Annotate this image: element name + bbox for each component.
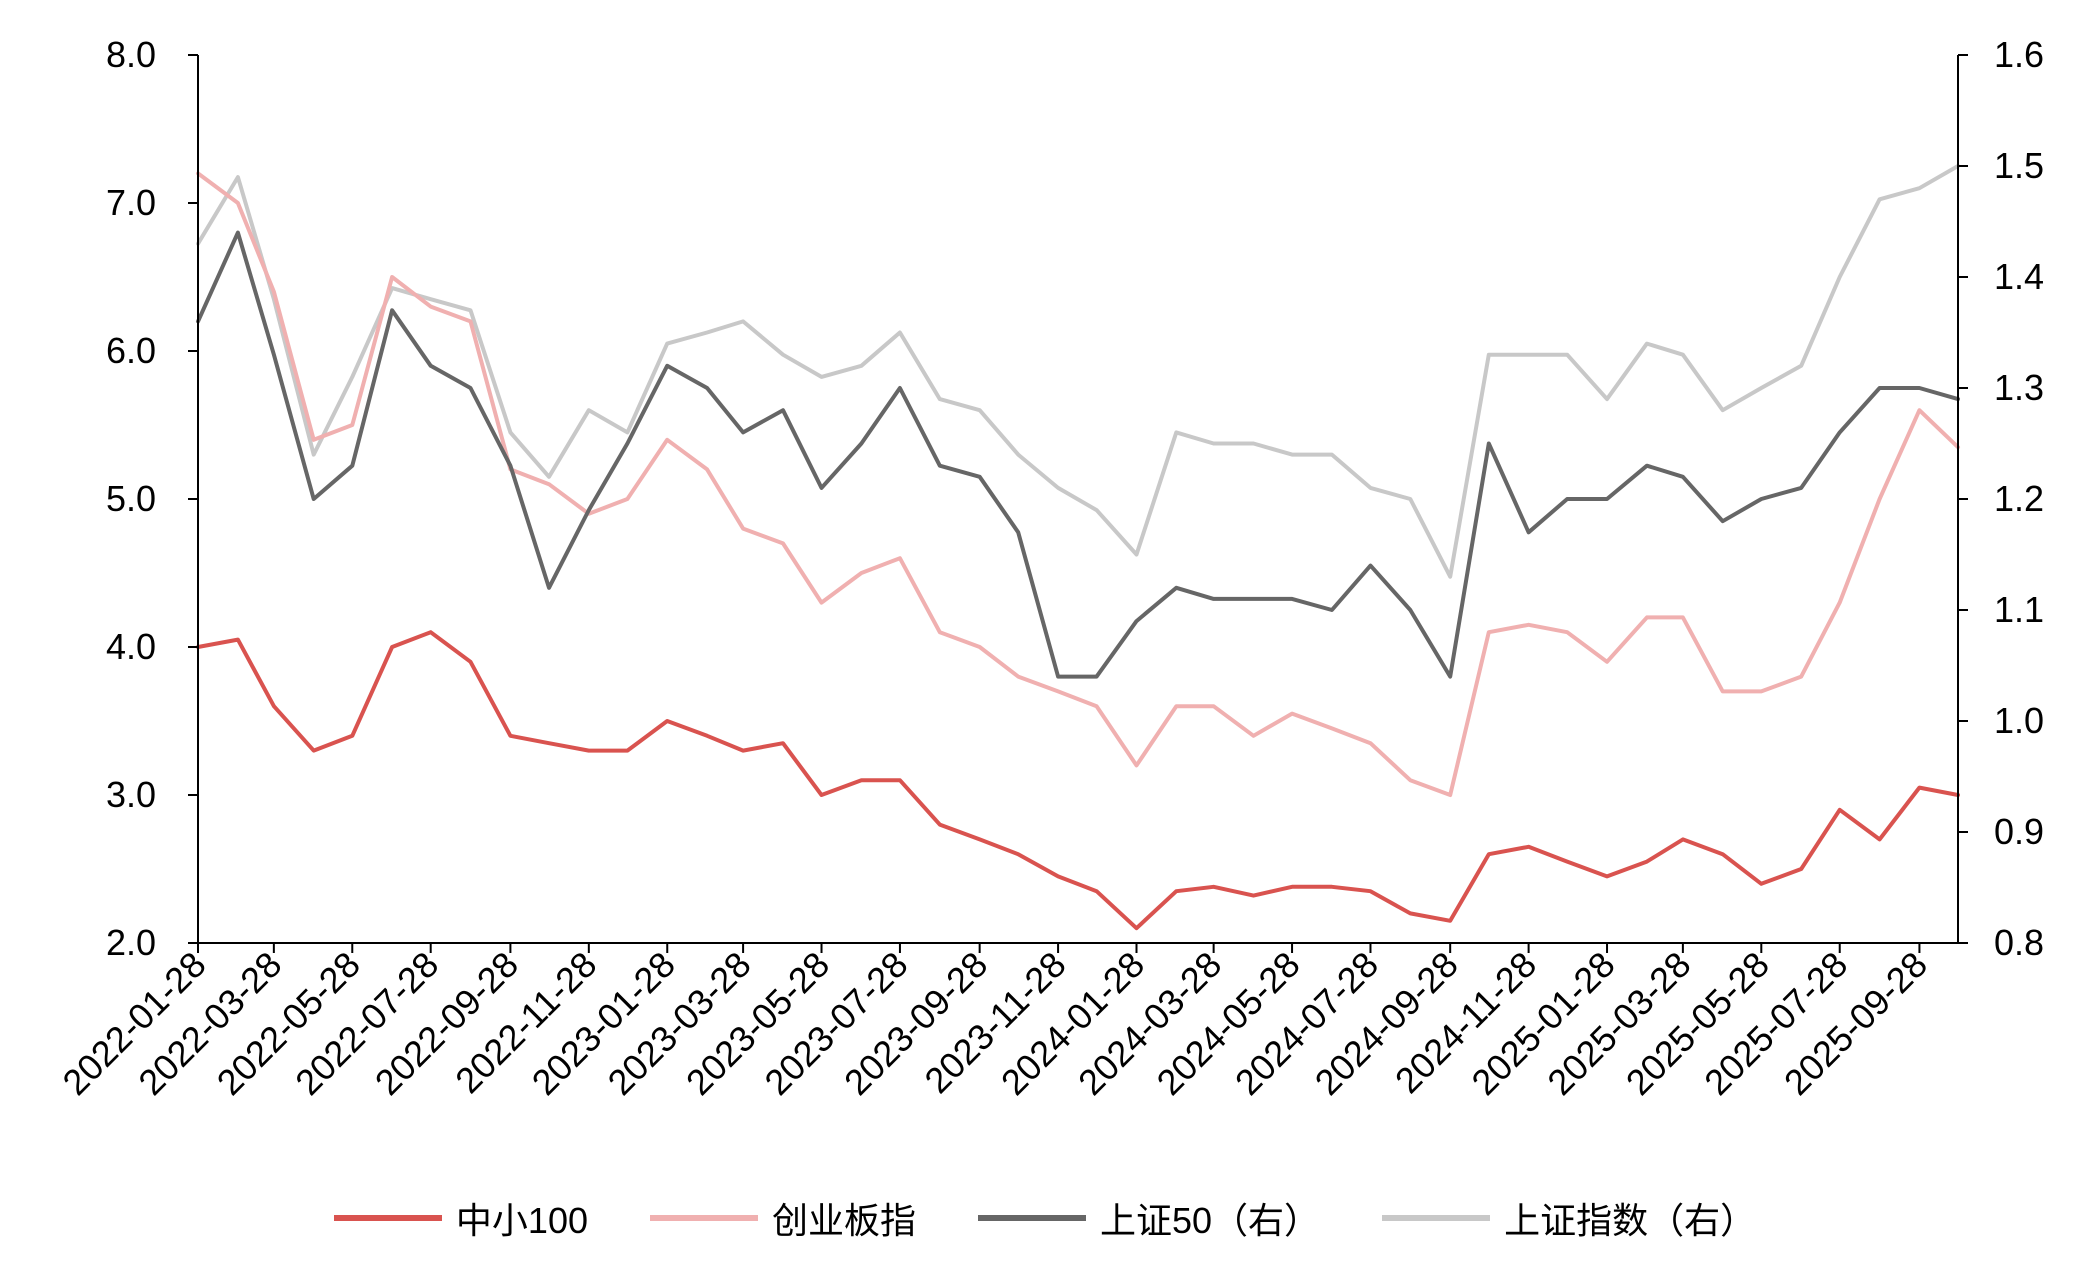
right-y-tick-label: 0.8 [1994,922,2044,963]
series-line-3 [196,230,1960,679]
axes: 2.0 3.0 4.0 5.0 6.0 7.0 8.0 0.8 0.9 1.0 1.1 1.2 1.3 1… [54,34,2044,1103]
left-y-tick-label: 7.0 [106,182,156,223]
legend-swatch-series-3 [978,1215,1087,1221]
series-line-4 [196,164,1960,579]
left-y-tick-label: 8.0 [106,34,156,75]
legend-item-series-3: 上证50（右） [978,1192,1320,1244]
series-line-1 [196,630,1960,931]
legend-item-series-4: 上证指数（右） [1382,1192,1756,1244]
right-y-tick-label: 0.9 [1994,811,2044,852]
right-y-tick-label: 1.3 [1994,367,2044,408]
series-line-2 [196,171,1960,797]
plot-lines [196,164,1960,931]
legend-swatch-series-2 [650,1215,758,1221]
right-y-tick-label: 1.2 [1994,478,2044,519]
left-y-tick-label: 4.0 [106,626,156,667]
legend-item-series-1: 中小100 [333,1192,588,1244]
left-y-tick-label: 6.0 [106,330,156,371]
left-y-tick-label: 2.0 [106,922,156,963]
left-y-tick-label: 5.0 [106,478,156,519]
legend-swatch-series-4 [1382,1215,1491,1221]
legend-label-series-3: 上证50（右） [1100,1200,1321,1241]
right-y-tick-label: 1.4 [1994,256,2044,297]
left-y-tick-label: 3.0 [106,774,156,815]
legend: 中小100 创业板指 上证50（右） 上证指数（右） [0,1188,2090,1248]
right-y-tick-label: 1.1 [1994,589,2044,630]
legend-label-series-1: 中小100 [455,1200,588,1241]
right-y-tick-label: 1.6 [1994,34,2044,75]
right-y-tick-label: 1.5 [1994,145,2044,186]
legend-label-series-2: 创业板指 [772,1200,917,1241]
right-y-tick-label: 1.0 [1994,700,2044,741]
legend-item-series-2: 创业板指 [650,1192,916,1244]
legend-label-series-4: 上证指数（右） [1504,1200,1757,1241]
legend-swatch-series-1 [333,1215,442,1221]
